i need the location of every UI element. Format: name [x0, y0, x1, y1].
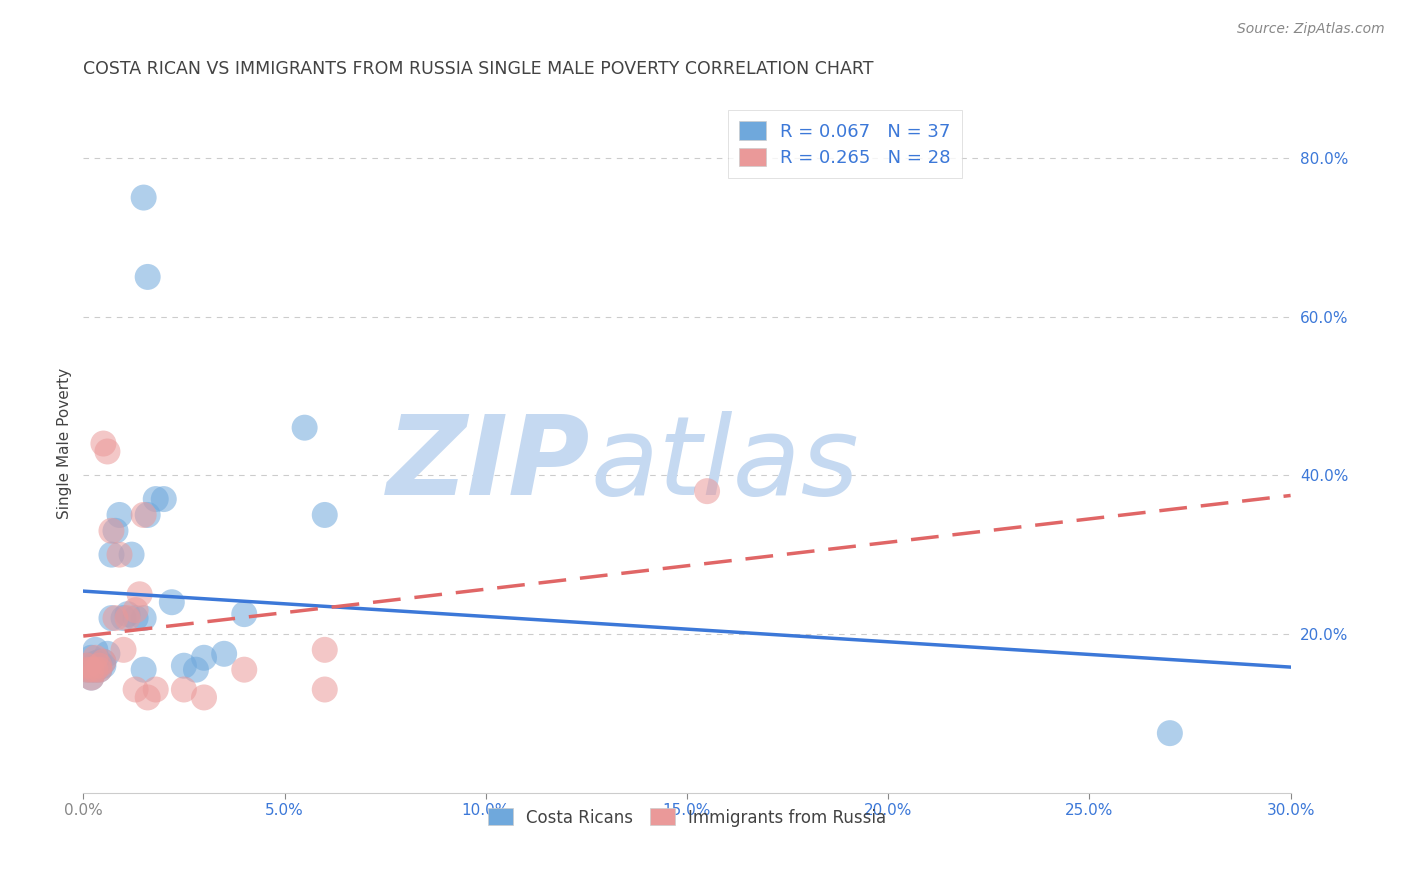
- Point: [136, 508, 159, 522]
- Point: [233, 607, 256, 621]
- Point: [132, 611, 155, 625]
- Point: [124, 611, 146, 625]
- Point: [152, 492, 174, 507]
- Y-axis label: Single Male Poverty: Single Male Poverty: [58, 368, 72, 519]
- Point: [96, 647, 118, 661]
- Point: [100, 548, 122, 562]
- Text: ZIP: ZIP: [387, 411, 591, 518]
- Point: [100, 524, 122, 538]
- Point: [314, 508, 336, 522]
- Point: [80, 671, 103, 685]
- Text: Source: ZipAtlas.com: Source: ZipAtlas.com: [1237, 22, 1385, 37]
- Legend: Costa Ricans, Immigrants from Russia: Costa Ricans, Immigrants from Russia: [481, 802, 893, 833]
- Point: [294, 420, 316, 434]
- Text: COSTA RICAN VS IMMIGRANTS FROM RUSSIA SINGLE MALE POVERTY CORRELATION CHART: COSTA RICAN VS IMMIGRANTS FROM RUSSIA SI…: [83, 60, 873, 78]
- Point: [84, 663, 107, 677]
- Point: [145, 492, 167, 507]
- Point: [184, 663, 207, 677]
- Point: [193, 690, 215, 705]
- Point: [80, 650, 103, 665]
- Point: [136, 269, 159, 284]
- Point: [117, 607, 139, 621]
- Point: [132, 191, 155, 205]
- Point: [89, 655, 111, 669]
- Point: [696, 484, 718, 499]
- Point: [117, 611, 139, 625]
- Text: atlas: atlas: [591, 411, 859, 518]
- Point: [84, 650, 107, 665]
- Point: [76, 663, 98, 677]
- Point: [93, 655, 115, 669]
- Point: [100, 611, 122, 625]
- Point: [193, 650, 215, 665]
- Point: [76, 663, 98, 677]
- Point: [89, 663, 111, 677]
- Point: [314, 682, 336, 697]
- Point: [89, 663, 111, 677]
- Point: [145, 682, 167, 697]
- Point: [314, 643, 336, 657]
- Point: [104, 611, 127, 625]
- Point: [121, 548, 143, 562]
- Point: [136, 690, 159, 705]
- Point: [104, 524, 127, 538]
- Point: [233, 663, 256, 677]
- Point: [80, 671, 103, 685]
- Point: [80, 663, 103, 677]
- Point: [80, 663, 103, 677]
- Point: [124, 682, 146, 697]
- Point: [112, 643, 135, 657]
- Point: [173, 658, 195, 673]
- Point: [1159, 726, 1181, 740]
- Point: [84, 663, 107, 677]
- Point: [108, 548, 131, 562]
- Point: [108, 508, 131, 522]
- Point: [84, 643, 107, 657]
- Point: [76, 658, 98, 673]
- Point: [132, 508, 155, 522]
- Point: [76, 658, 98, 673]
- Point: [212, 647, 235, 661]
- Point: [93, 658, 115, 673]
- Point: [160, 595, 183, 609]
- Point: [124, 603, 146, 617]
- Point: [132, 663, 155, 677]
- Point: [89, 658, 111, 673]
- Point: [173, 682, 195, 697]
- Point: [93, 655, 115, 669]
- Point: [84, 657, 107, 671]
- Point: [128, 587, 150, 601]
- Point: [96, 444, 118, 458]
- Point: [93, 436, 115, 450]
- Point: [112, 611, 135, 625]
